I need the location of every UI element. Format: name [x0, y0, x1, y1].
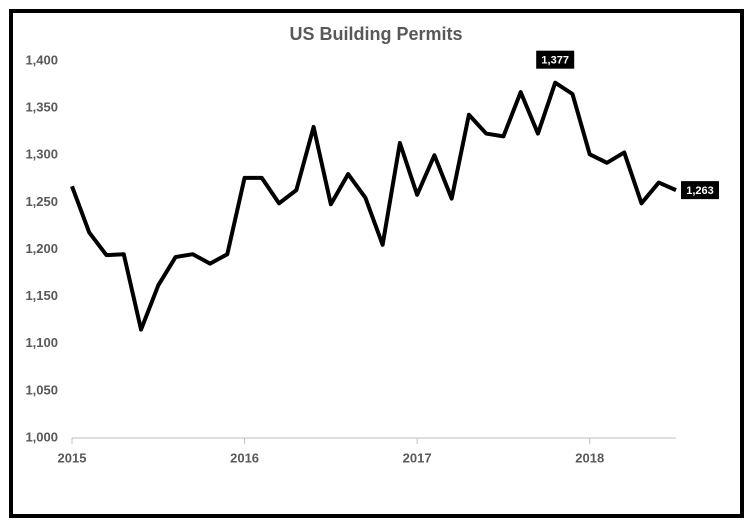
- line-series: [70, 80, 677, 332]
- data-label: 1,377: [541, 55, 569, 67]
- y-tick-label: 1,300: [25, 147, 58, 162]
- x-tick-label: 2018: [575, 450, 604, 465]
- y-tick-label: 1,050: [25, 382, 58, 397]
- x-tick-label: 2015: [58, 450, 87, 465]
- chart-title: US Building Permits: [289, 24, 462, 44]
- y-tick-label: 1,100: [25, 335, 58, 350]
- x-tick-label: 2016: [230, 450, 259, 465]
- data-label-box: [536, 50, 575, 69]
- chart-frame: [9, 9, 744, 518]
- x-tick-label: 2017: [403, 450, 432, 465]
- y-tick-label: 1,000: [25, 429, 58, 444]
- data-label: 1,263: [686, 185, 714, 197]
- y-tick-label: 1,400: [25, 52, 58, 67]
- y-tick-label: 1,250: [25, 194, 58, 209]
- y-tick-label: 1,200: [25, 241, 58, 256]
- y-tick-label: 1,150: [25, 288, 58, 303]
- data-label-box: [681, 181, 719, 200]
- y-tick-label: 1,350: [25, 100, 58, 115]
